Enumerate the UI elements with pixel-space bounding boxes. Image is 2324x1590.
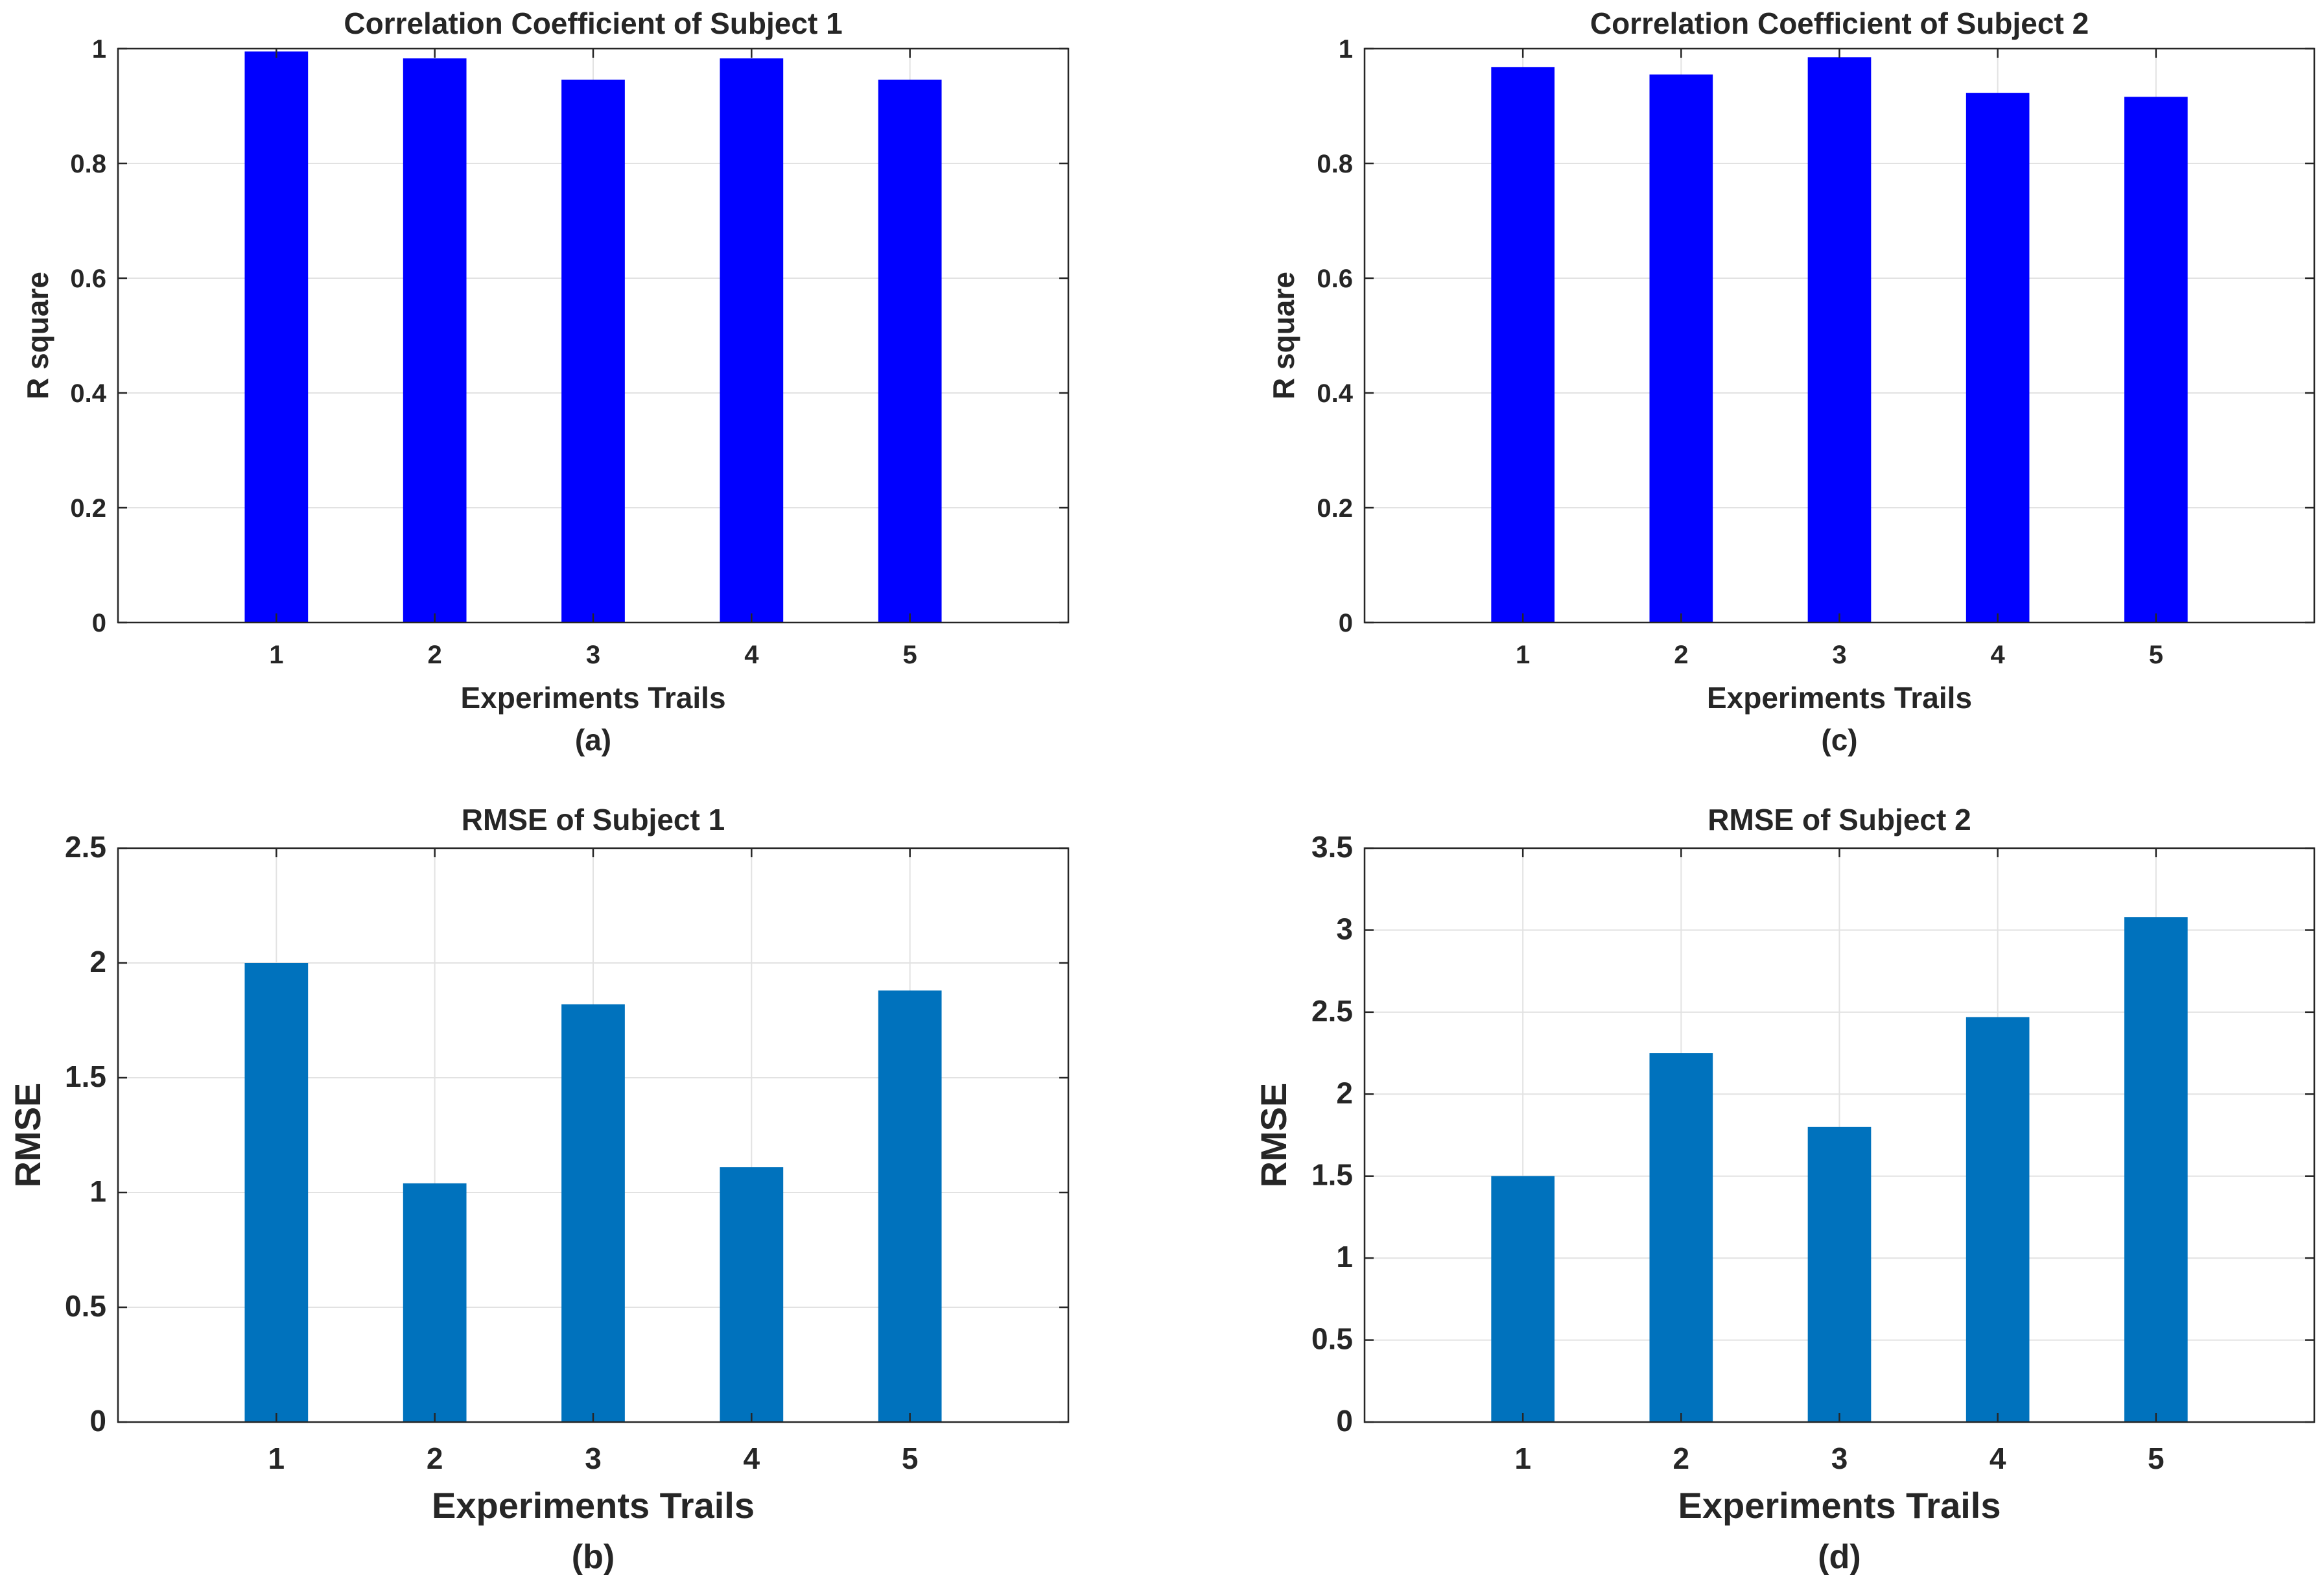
- x-axis-label: Experiments Trails: [460, 681, 725, 715]
- chart-title: Correlation Coefficient of Subject 2: [1590, 6, 2089, 40]
- bar-5: [2124, 97, 2188, 623]
- bar-1: [244, 963, 309, 1422]
- y-tick-label: 1.5: [1311, 1158, 1353, 1192]
- y-tick-label: 1: [1339, 35, 1353, 64]
- chart-title: Correlation Coefficient of Subject 1: [344, 6, 842, 40]
- x-tick-label: 5: [902, 1442, 919, 1475]
- panel-c: 1 2 3 4 5 0 0.2 0.4 0.6 0.8 1 Correlation Coefficie…: [1267, 6, 2316, 757]
- bar-1: [1491, 67, 1555, 623]
- bar-3: [561, 79, 625, 623]
- y-tick-label: 0.4: [1317, 379, 1353, 408]
- bar-4: [720, 1167, 784, 1422]
- y-tick-label: 0.8: [70, 150, 106, 178]
- y-tick-label: 0: [1336, 1404, 1353, 1438]
- x-tick-label: 3: [585, 1442, 602, 1475]
- y-tick-label: 1: [92, 35, 106, 64]
- y-axis-label: R square: [21, 272, 54, 399]
- y-axis-label: R square: [1267, 272, 1300, 399]
- y-tick-label: 0.6: [1317, 265, 1353, 293]
- bar-5: [2124, 917, 2188, 1422]
- chart-title: RMSE of Subject 2: [1708, 803, 1971, 837]
- y-tick-label: 0: [92, 609, 106, 637]
- bar-3: [561, 1004, 625, 1422]
- x-tick-label: 4: [1989, 1442, 2006, 1475]
- x-tick-label: 5: [2149, 641, 2163, 669]
- y-tick-label: 3.5: [1311, 830, 1353, 864]
- y-tick-label: 0.8: [1317, 150, 1353, 178]
- bar-5: [878, 990, 942, 1422]
- panel-caption: (a): [575, 723, 611, 757]
- x-axis-label: Experiments Trails: [432, 1485, 755, 1526]
- x-tick-label: 1: [268, 1442, 285, 1475]
- x-tick-label: 4: [1991, 641, 2006, 669]
- bar-3: [1807, 1126, 1872, 1422]
- y-tick-label: 1: [89, 1174, 106, 1208]
- bar-2: [1649, 74, 1713, 623]
- x-tick-label: 1: [1514, 1442, 1531, 1475]
- y-tick-label: 0.2: [70, 494, 106, 523]
- y-tick-label: 2: [89, 945, 106, 979]
- bar-4: [1966, 1017, 2030, 1422]
- x-tick-label: 3: [1831, 1442, 1848, 1475]
- x-tick-label: 3: [586, 641, 600, 669]
- x-axis-label: Experiments Trails: [1678, 1485, 2001, 1526]
- x-tick-label: 2: [427, 1442, 443, 1475]
- x-tick-label: 5: [903, 641, 917, 669]
- y-tick-label: 0.6: [70, 265, 106, 293]
- panel-b: 1 2 3 4 5 0 0.5 1 1.5 2 2.5 RMSE of Subject 1 Experi…: [7, 803, 1070, 1576]
- x-tick-label: 1: [269, 641, 283, 669]
- y-tick-label: 2.5: [1311, 994, 1353, 1028]
- y-tick-label: 3: [1336, 912, 1353, 945]
- x-tick-label: 4: [744, 1442, 760, 1475]
- y-tick-label: 1.5: [65, 1060, 106, 1093]
- y-axis-label: RMSE: [1253, 1083, 1294, 1188]
- y-tick-label: 0.5: [1311, 1322, 1353, 1356]
- y-tick-label: 0.2: [1317, 494, 1353, 523]
- y-tick-label: 2.5: [65, 830, 106, 864]
- x-tick-label: 3: [1832, 641, 1846, 669]
- panel-caption: (d): [1818, 1538, 1860, 1576]
- panel-d: 1 2 3 4 5 0 0.5 1 1.5 2 2.5 3 3.5 RMSE of Subject 2 Ex…: [1253, 803, 2316, 1576]
- panel-caption: (c): [1821, 723, 1857, 757]
- y-tick-label: 0: [1339, 609, 1353, 637]
- bar-1: [244, 51, 309, 623]
- y-tick-label: 2: [1336, 1076, 1353, 1109]
- bar-3: [1807, 57, 1872, 623]
- y-axis-label: RMSE: [7, 1083, 48, 1188]
- y-tick-label: 0: [89, 1404, 106, 1438]
- bar-2: [403, 1183, 467, 1422]
- panel-a: 1 2 3 4 5 0 0.2 0.4 0.6 0.8 1 Correlation Coefficie…: [21, 6, 1070, 757]
- panel-caption: (b): [572, 1538, 615, 1576]
- x-axis-label: Experiments Trails: [1707, 681, 1972, 715]
- chart-title: RMSE of Subject 1: [462, 803, 725, 837]
- x-tick-label: 2: [1673, 1442, 1690, 1475]
- x-tick-label: 2: [1674, 641, 1688, 669]
- bar-4: [1966, 93, 2030, 623]
- x-tick-label: 5: [2148, 1442, 2165, 1475]
- x-tick-label: 1: [1516, 641, 1530, 669]
- bar-1: [1491, 1176, 1555, 1422]
- bar-2: [1649, 1053, 1713, 1422]
- bar-4: [720, 58, 784, 623]
- y-tick-label: 1: [1336, 1240, 1353, 1274]
- x-tick-label: 4: [744, 641, 759, 669]
- y-tick-label: 0.4: [70, 379, 106, 408]
- bar-5: [878, 79, 942, 623]
- x-tick-label: 2: [428, 641, 442, 669]
- y-tick-label: 0.5: [65, 1289, 106, 1323]
- bar-2: [403, 58, 467, 623]
